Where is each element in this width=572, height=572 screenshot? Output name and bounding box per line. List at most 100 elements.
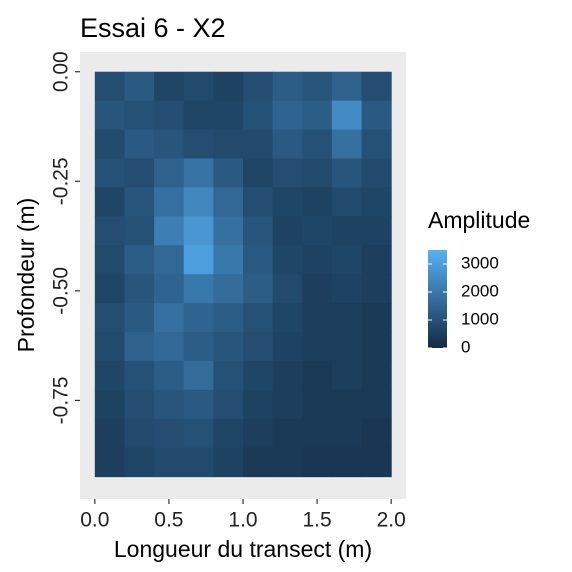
heat-cell — [154, 418, 185, 449]
heat-cell — [124, 303, 155, 333]
heat-cell — [243, 447, 274, 478]
colorbar-label: 2000 — [461, 281, 499, 300]
heat-cell — [124, 187, 155, 217]
heat-cell — [331, 303, 363, 333]
heat-cell — [331, 332, 363, 362]
heat-cell — [183, 100, 214, 131]
y-tick-label: -0.25 — [50, 157, 73, 205]
heat-cell — [154, 332, 185, 362]
heat-cell — [154, 129, 185, 159]
heat-cell — [243, 100, 274, 131]
heat-cell — [243, 187, 274, 217]
heat-cell — [124, 447, 155, 478]
heat-cell — [183, 389, 214, 420]
heat-cell — [272, 216, 303, 246]
heat-cell — [272, 274, 303, 304]
heat-cell — [124, 389, 155, 420]
heat-cell — [154, 187, 185, 217]
heat-cell — [183, 129, 214, 159]
heat-cell — [361, 245, 392, 275]
heat-cell — [124, 216, 155, 246]
heat-cell — [183, 447, 214, 478]
heat-cell — [154, 216, 185, 246]
heat-cell — [361, 158, 392, 188]
heat-cell — [302, 187, 333, 217]
heat-cell — [361, 274, 392, 304]
heat-cell — [272, 332, 303, 362]
y-axis-label: Profondeur (m) — [13, 198, 39, 353]
heat-cell — [213, 360, 244, 391]
heat-cell — [213, 216, 244, 246]
heat-cell — [124, 158, 155, 188]
heat-cell — [272, 129, 303, 159]
heat-cell — [183, 360, 214, 391]
heat-cell — [94, 71, 125, 102]
heat-cell — [243, 303, 274, 333]
heat-cell — [361, 71, 392, 102]
heat-cell — [272, 187, 303, 217]
heat-cell — [154, 447, 185, 478]
heat-cell — [154, 360, 185, 391]
heat-cell — [331, 245, 363, 275]
heat-cell — [361, 447, 392, 478]
x-tick-label: 1.0 — [228, 509, 257, 532]
heat-cell — [331, 447, 363, 478]
heat-cell — [154, 158, 185, 188]
x-axis-label: Longueur du transect (m) — [114, 536, 372, 562]
heat-cell — [154, 303, 185, 333]
heat-cell — [243, 418, 274, 449]
colorbar-label: 1000 — [461, 309, 499, 328]
heat-cell — [331, 274, 363, 304]
legend-title: Amplitude — [428, 207, 530, 233]
heat-cell — [183, 418, 214, 449]
heat-cell — [243, 129, 274, 159]
heat-cell — [243, 158, 274, 188]
heat-cell — [243, 389, 274, 420]
heat-cell — [302, 418, 333, 449]
heat-cell — [243, 332, 274, 362]
y-tick-label: -0.75 — [50, 376, 73, 424]
heat-cell — [94, 274, 125, 304]
heat-cell — [302, 303, 333, 333]
heat-cell — [272, 158, 303, 188]
y-tick-label: 0.00 — [50, 51, 73, 92]
heat-cell — [361, 100, 392, 131]
heat-cell — [183, 332, 214, 362]
heat-cell — [154, 274, 185, 304]
heat-cell — [243, 216, 274, 246]
heat-cell — [124, 418, 155, 449]
colorbar-label: 3000 — [461, 253, 499, 272]
x-tick-label: 1.5 — [302, 509, 331, 532]
heat-cell — [183, 303, 214, 333]
heat-cell — [154, 100, 185, 131]
heat-cell — [183, 158, 214, 188]
heat-cell — [302, 129, 333, 159]
heat-cell — [154, 389, 185, 420]
heat-cell — [331, 158, 363, 188]
chart-title: Essai 6 - X2 — [80, 13, 226, 43]
heat-cell — [94, 303, 125, 333]
heat-cell — [361, 418, 392, 449]
heat-cell — [272, 303, 303, 333]
heat-cell — [94, 187, 125, 217]
heat-cell — [243, 245, 274, 275]
heat-cell — [302, 158, 333, 188]
heat-cell — [213, 389, 244, 420]
heat-cell — [213, 447, 244, 478]
heat-cell — [272, 418, 303, 449]
x-tick-label: 2.0 — [377, 509, 406, 532]
heat-cell — [272, 447, 303, 478]
heat-cell — [302, 360, 333, 391]
heat-cell — [302, 332, 333, 362]
heat-cell — [361, 332, 392, 362]
heat-cell — [272, 245, 303, 275]
heat-cell — [94, 100, 125, 131]
colorbar-label: 0 — [461, 337, 470, 356]
heat-cell — [272, 360, 303, 391]
heat-cell — [183, 245, 214, 275]
heat-cell — [154, 245, 185, 275]
heat-cell — [213, 332, 244, 362]
heat-cell — [213, 303, 244, 333]
heat-cell — [213, 187, 244, 217]
colorbar — [428, 250, 447, 348]
